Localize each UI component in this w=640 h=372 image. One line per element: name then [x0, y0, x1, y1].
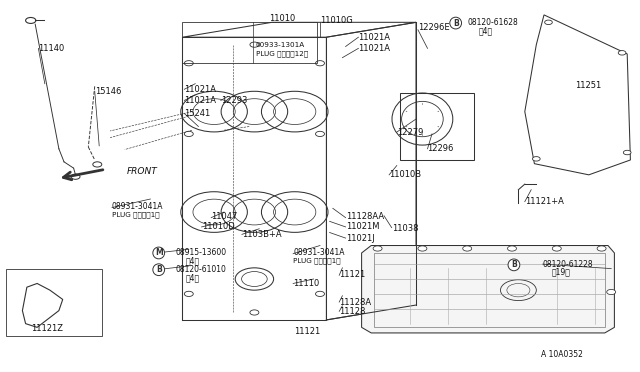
Text: 08120-61228: 08120-61228 [543, 260, 593, 269]
Circle shape [597, 246, 606, 251]
Text: 11010D: 11010D [202, 222, 234, 231]
Text: 11010G: 11010G [320, 16, 353, 25]
Text: 11021A: 11021A [184, 85, 216, 94]
Text: A 10A0352: A 10A0352 [541, 350, 582, 359]
Circle shape [184, 291, 193, 296]
Bar [182, 37, 326, 320]
Circle shape [618, 51, 626, 55]
Text: 11110: 11110 [293, 279, 319, 288]
Circle shape [316, 291, 324, 296]
Text: 12296E: 12296E [418, 23, 449, 32]
Circle shape [623, 150, 631, 155]
Text: 11121+A: 11121+A [525, 197, 564, 206]
Circle shape [607, 289, 616, 295]
Circle shape [552, 246, 561, 251]
Text: （19）: （19） [552, 268, 570, 277]
Circle shape [463, 246, 472, 251]
Bar [374, 253, 605, 327]
Circle shape [418, 246, 427, 251]
Text: 11021A: 11021A [358, 44, 390, 53]
Text: B: B [156, 265, 161, 274]
Circle shape [545, 20, 552, 25]
Text: 11021J: 11021J [346, 234, 374, 243]
Bar [6, 269, 102, 336]
Text: 11128AA: 11128AA [346, 212, 384, 221]
Circle shape [250, 310, 259, 315]
Text: PLUG プラグ（1）: PLUG プラグ（1） [293, 258, 340, 264]
Text: PLUG プラグ（12）: PLUG プラグ（12） [256, 51, 308, 57]
Text: 08120-61628: 08120-61628 [467, 18, 518, 27]
Circle shape [26, 17, 36, 23]
Text: 08931-3041A: 08931-3041A [293, 248, 344, 257]
Circle shape [93, 162, 102, 167]
Polygon shape [362, 246, 614, 333]
Text: B: B [453, 19, 458, 28]
Text: 11121: 11121 [294, 327, 321, 336]
Text: 12293: 12293 [221, 96, 247, 105]
Text: 11251: 11251 [575, 81, 601, 90]
Text: B: B [511, 260, 516, 269]
Text: 15241: 15241 [184, 109, 211, 118]
Text: 08915-13600: 08915-13600 [176, 248, 227, 257]
Text: 11140: 11140 [38, 44, 65, 53]
Text: 11047: 11047 [211, 212, 237, 221]
Text: 11010: 11010 [269, 14, 295, 23]
Text: 00933-1301A: 00933-1301A [256, 42, 305, 48]
Text: FRONT: FRONT [127, 167, 157, 176]
Text: 11038: 11038 [392, 224, 418, 233]
Text: 12279: 12279 [397, 128, 423, 137]
Text: 11121Z: 11121Z [31, 324, 63, 333]
Text: PLUG プラグ（1）: PLUG プラグ（1） [112, 212, 159, 218]
Bar [400, 93, 474, 160]
Text: 11121: 11121 [339, 270, 365, 279]
Circle shape [184, 131, 193, 137]
Circle shape [71, 174, 80, 179]
Text: 11021A: 11021A [358, 33, 390, 42]
Text: 12296: 12296 [428, 144, 454, 153]
Text: （4）: （4） [479, 26, 493, 35]
Circle shape [532, 157, 540, 161]
Text: 11128: 11128 [339, 307, 365, 316]
Text: 11010B: 11010B [389, 170, 421, 179]
Text: 15146: 15146 [95, 87, 121, 96]
Text: 11128A: 11128A [339, 298, 371, 307]
Text: （4）: （4） [186, 274, 200, 283]
Text: （4）: （4） [186, 257, 200, 266]
Text: 1103B+A: 1103B+A [242, 230, 282, 239]
Circle shape [373, 246, 382, 251]
Circle shape [184, 61, 193, 66]
Circle shape [508, 246, 516, 251]
Text: 11021M: 11021M [346, 222, 379, 231]
Circle shape [316, 61, 324, 66]
Text: 11021A: 11021A [184, 96, 216, 105]
Text: M: M [155, 248, 163, 257]
Text: 08931-3041A: 08931-3041A [112, 202, 163, 211]
Bar [182, 22, 317, 63]
Text: 08120-61010: 08120-61010 [176, 265, 227, 274]
Circle shape [250, 42, 259, 47]
Circle shape [316, 131, 324, 137]
